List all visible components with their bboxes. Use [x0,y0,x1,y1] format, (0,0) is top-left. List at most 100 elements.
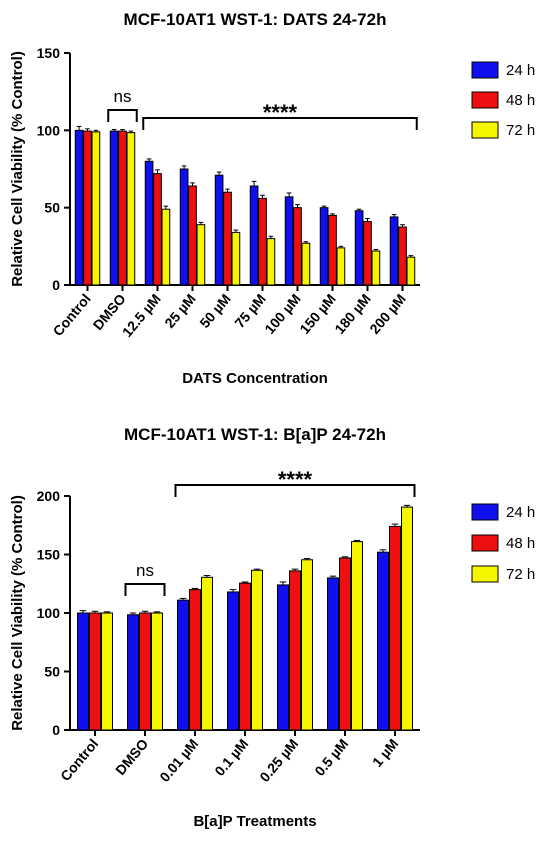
legend-swatch [471,565,499,583]
bar-72h-1 [101,612,113,731]
bar-72h-2 [126,132,136,286]
legend-label: 48 h [506,92,535,109]
y-axis-label: Relative Cell Viability (% Control) [9,51,26,287]
legend-swatch [471,91,499,109]
y-tick-label: 100 [37,122,61,138]
bar-72h-5 [231,231,241,286]
legend-label: 48 h [506,535,535,552]
bar-48h-6 [258,197,267,286]
bar-48h-5 [289,570,301,731]
x-tick-label: 0.01 µM [156,736,201,785]
bar-72h-4 [251,569,263,731]
bar-48h-4 [188,185,197,286]
legend-label: 24 h [506,504,535,521]
bar-24h-1 [74,129,84,286]
chart-title: MCF-10AT1 WST-1: B[a]P 24-72h [124,425,386,444]
bar-24h-5 [214,174,224,286]
x-tick-label: 150 µM [296,291,338,337]
bar-24h-2 [109,130,119,286]
chart-1: MCF-10AT1 WST-1: DATS 24-72h 0 50 100 150 Con… [9,10,535,387]
bar-48h-8 [328,214,337,286]
bar-48h-3 [189,589,201,731]
significance-bracket [142,117,418,130]
y-tick-label: 150 [37,547,61,563]
x-tick-label: 50 µM [196,291,233,331]
legend-label: 72 h [506,122,535,139]
x-tick-label: 25 µM [161,291,198,331]
bar-24h-7 [377,551,389,731]
bar-24h-9 [354,210,364,286]
chart-title: MCF-10AT1 WST-1: DATS 24-72h [124,10,387,29]
y-tick-label: 50 [44,200,60,216]
x-axis-label: B[a]P Treatments [193,813,316,830]
x-tick-label: DMSO [112,736,151,779]
y-tick-label: 50 [44,664,60,680]
bar-48h-4 [239,582,251,731]
y-tick-label: 100 [37,605,61,621]
bar-48h-2 [118,130,127,286]
significance-bracket [124,583,166,596]
bar-72h-10 [406,256,416,286]
chart-2: MCF-10AT1 WST-1: B[a]P 24-72h 0 50 100 150 20… [9,425,535,830]
bar-72h-7 [401,506,413,731]
bar-48h-7 [293,207,302,286]
x-tick-label: Control [57,736,101,784]
bar-48h-6 [339,557,351,731]
bar-48h-2 [139,612,151,731]
x-tick-label: 1 µM [369,736,401,770]
significance-label: ns [114,87,132,106]
significance-label: ns [136,561,154,580]
bar-48h-7 [389,525,401,731]
significance-label: **** [263,100,298,125]
x-tick-label: 200 µM [366,291,408,337]
bar-72h-1 [91,131,101,286]
legend-swatch [471,61,499,79]
legend-swatch [471,121,499,139]
bar-48h-9 [363,221,372,286]
bar-48h-10 [398,226,407,286]
legend-label: 24 h [506,62,535,79]
significance-bracket [174,484,416,497]
x-tick-label: 0.25 µM [256,736,301,785]
bar-72h-3 [161,208,171,286]
y-tick-label: 200 [37,488,61,504]
bar-24h-10 [389,216,399,286]
bar-24h-4 [179,168,189,286]
x-tick-label: 100 µM [261,291,303,337]
bar-24h-6 [249,185,259,286]
bar-24h-4 [227,591,239,731]
bar-24h-3 [177,599,189,731]
bar-72h-3 [201,576,213,731]
bar-24h-5 [277,584,289,731]
bar-72h-8 [336,247,346,286]
bar-24h-2 [127,614,139,731]
bar-72h-6 [266,238,276,286]
x-tick-label: 180 µM [331,291,373,337]
bar-24h-7 [284,196,294,286]
legend-swatch [471,503,499,521]
y-axis-label: Relative Cell Viability (% Control) [9,495,26,731]
y-tick-label: 0 [52,277,60,293]
bar-48h-3 [153,173,162,286]
bar-24h-3 [144,160,154,286]
significance-bracket [107,109,138,122]
bar-24h-6 [327,577,339,731]
x-tick-label: 12.5 µM [119,291,164,340]
y-tick-label: 0 [52,722,60,738]
x-tick-label: 0.5 µM [311,736,351,779]
bar-72h-9 [371,250,381,286]
bar-72h-5 [301,559,313,731]
y-tick-label: 150 [37,45,61,61]
x-tick-label: 0.1 µM [211,736,251,779]
bar-24h-1 [77,612,89,731]
bar-48h-1 [83,130,92,286]
bar-48h-5 [223,191,232,286]
legend-label: 72 h [506,566,535,583]
x-tick-label: Control [50,291,94,339]
significance-label: **** [278,467,313,492]
x-axis-label: DATS Concentration [182,370,328,387]
bar-72h-6 [351,541,363,731]
legend-swatch [471,534,499,552]
